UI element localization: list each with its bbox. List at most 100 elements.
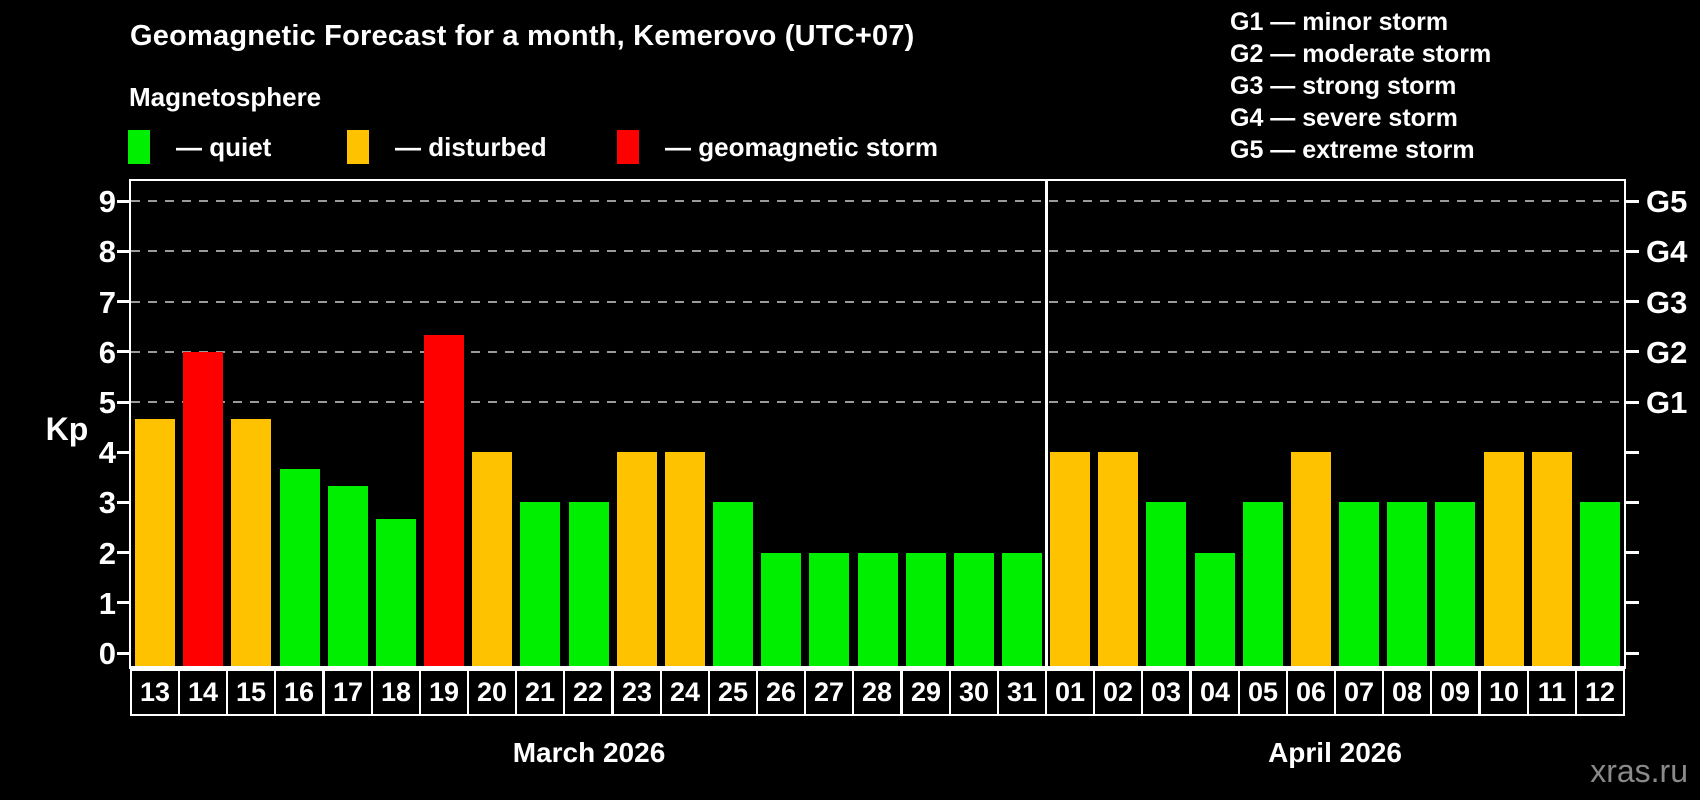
storm-label: — geomagnetic storm bbox=[665, 132, 939, 162]
status-legend: — quiet — disturbed — geomagnetic storm bbox=[0, 129, 1700, 165]
y-tick-label-8: 8 bbox=[98, 234, 116, 270]
g5-definition: G5 — extreme storm bbox=[1230, 136, 1475, 164]
right-axis-tick-8 bbox=[1626, 249, 1639, 253]
gridline-kp6 bbox=[131, 350, 1624, 353]
right-axis-tick-0 bbox=[1626, 651, 1639, 655]
kp-bar-day-31 bbox=[1002, 553, 1042, 666]
date-cell-17: 17 bbox=[323, 669, 373, 716]
g-tick-label-g3: G3 bbox=[1646, 284, 1688, 320]
storm-swatch-icon bbox=[617, 130, 639, 164]
quiet-label: — quiet bbox=[176, 132, 272, 162]
g1-definition: G1 — minor storm bbox=[1230, 8, 1449, 36]
kp-bar-day-09 bbox=[1435, 502, 1475, 666]
y-tick-label-0: 0 bbox=[98, 636, 116, 671]
right-axis-tick-9 bbox=[1626, 199, 1639, 203]
date-cell-15: 15 bbox=[226, 669, 276, 716]
y-axis-tick-6 bbox=[117, 350, 129, 354]
date-cell-04: 04 bbox=[1190, 669, 1240, 716]
date-cell-05: 05 bbox=[1238, 669, 1288, 716]
y-tick-label-3: 3 bbox=[98, 485, 116, 521]
y-axis-tick-5 bbox=[117, 400, 129, 404]
kp-bar-day-21 bbox=[520, 502, 560, 666]
kp-bar-day-07 bbox=[1339, 502, 1379, 666]
gridline-kp7 bbox=[131, 300, 1624, 303]
kp-bar-day-19 bbox=[424, 335, 464, 666]
date-cell-25: 25 bbox=[708, 669, 758, 716]
date-cell-14: 14 bbox=[178, 669, 228, 716]
watermark: xras.ru bbox=[1590, 753, 1688, 789]
y-tick-label-9: 9 bbox=[98, 184, 116, 220]
legend-item-storm: — geomagnetic storm bbox=[617, 129, 938, 165]
kp-bar-day-12 bbox=[1580, 502, 1620, 666]
y-tick-label-6: 6 bbox=[98, 334, 116, 370]
kp-bar-day-10 bbox=[1484, 452, 1524, 666]
kp-bar-day-25 bbox=[713, 502, 753, 666]
date-cell-26: 26 bbox=[756, 669, 806, 716]
kp-bar-day-06 bbox=[1291, 452, 1331, 666]
y-tick-label-1: 1 bbox=[98, 585, 116, 621]
right-axis-tick-3 bbox=[1626, 500, 1639, 504]
y-axis-tick-2 bbox=[117, 551, 129, 555]
date-cell-22: 22 bbox=[563, 669, 613, 716]
date-cell-21: 21 bbox=[515, 669, 565, 716]
gridline-kp5 bbox=[131, 401, 1624, 403]
kp-bar-day-26 bbox=[761, 553, 801, 666]
date-cell-31: 31 bbox=[997, 669, 1047, 716]
kp-bar-day-22 bbox=[569, 502, 609, 666]
kp-bar-day-23 bbox=[617, 452, 657, 666]
kp-bar-day-14 bbox=[183, 352, 223, 666]
kp-bar-day-04 bbox=[1195, 553, 1235, 666]
month-label-march: March 2026 bbox=[512, 737, 666, 768]
date-cell-10: 10 bbox=[1479, 669, 1529, 716]
kp-bar-day-01 bbox=[1050, 452, 1090, 666]
date-cell-23: 23 bbox=[612, 669, 662, 716]
g-scale-legend: G1 — minor storm G2 — moderate storm G3 … bbox=[1230, 6, 1491, 166]
g-tick-label-g1: G1 bbox=[1646, 385, 1688, 420]
y-axis-tick-4 bbox=[117, 450, 129, 454]
y-tick-label-5: 5 bbox=[98, 385, 116, 420]
kp-bar-day-29 bbox=[906, 553, 946, 666]
gridline-kp8 bbox=[131, 250, 1624, 253]
g4-definition: G4 — severe storm bbox=[1230, 104, 1458, 132]
y-axis-tick-8 bbox=[117, 249, 129, 253]
right-axis-tick-7 bbox=[1626, 300, 1639, 304]
date-cell-11: 11 bbox=[1527, 669, 1577, 716]
date-cell-19: 19 bbox=[419, 669, 469, 716]
date-cell-03: 03 bbox=[1141, 669, 1191, 716]
g-tick-label-g2: G2 bbox=[1646, 334, 1688, 370]
kp-bar-day-28 bbox=[858, 553, 898, 666]
date-cell-18: 18 bbox=[371, 669, 421, 716]
magnetosphere-label: Magnetosphere bbox=[129, 82, 322, 112]
kp-bar-day-03 bbox=[1146, 502, 1186, 666]
kp-bar-day-27 bbox=[809, 553, 849, 666]
kp-bar-day-20 bbox=[472, 452, 512, 666]
date-cell-01: 01 bbox=[1045, 669, 1095, 716]
month-label-april: April 2026 bbox=[1268, 737, 1402, 768]
kp-bar-day-11 bbox=[1532, 452, 1572, 666]
kp-bar-day-17 bbox=[328, 486, 368, 666]
date-cell-07: 07 bbox=[1334, 669, 1384, 716]
date-cell-20: 20 bbox=[467, 669, 517, 716]
plot-border-bottom bbox=[129, 666, 1626, 669]
kp-bar-day-08 bbox=[1387, 502, 1427, 666]
y-axis-tick-1 bbox=[117, 601, 129, 605]
date-cell-13: 13 bbox=[130, 669, 180, 716]
date-cell-12: 12 bbox=[1575, 669, 1625, 716]
y-axis-tick-9 bbox=[117, 199, 129, 203]
legend-item-disturbed: — disturbed bbox=[347, 129, 547, 165]
plot-border-top bbox=[131, 179, 1624, 181]
kp-bar-day-16 bbox=[280, 469, 320, 666]
date-cell-28: 28 bbox=[852, 669, 902, 716]
g-tick-label-g4: G4 bbox=[1646, 234, 1688, 270]
date-cell-09: 09 bbox=[1430, 669, 1480, 716]
legend-item-quiet: — quiet bbox=[128, 129, 271, 165]
kp-bar-day-13 bbox=[135, 419, 175, 666]
date-cell-29: 29 bbox=[901, 669, 951, 716]
y-axis-tick-7 bbox=[117, 300, 129, 304]
disturbed-label: — disturbed bbox=[395, 132, 547, 162]
plot-border-left bbox=[129, 179, 131, 666]
g2-definition: G2 — moderate storm bbox=[1230, 40, 1492, 68]
kp-bar-day-30 bbox=[954, 553, 994, 666]
disturbed-swatch-icon bbox=[347, 130, 369, 164]
